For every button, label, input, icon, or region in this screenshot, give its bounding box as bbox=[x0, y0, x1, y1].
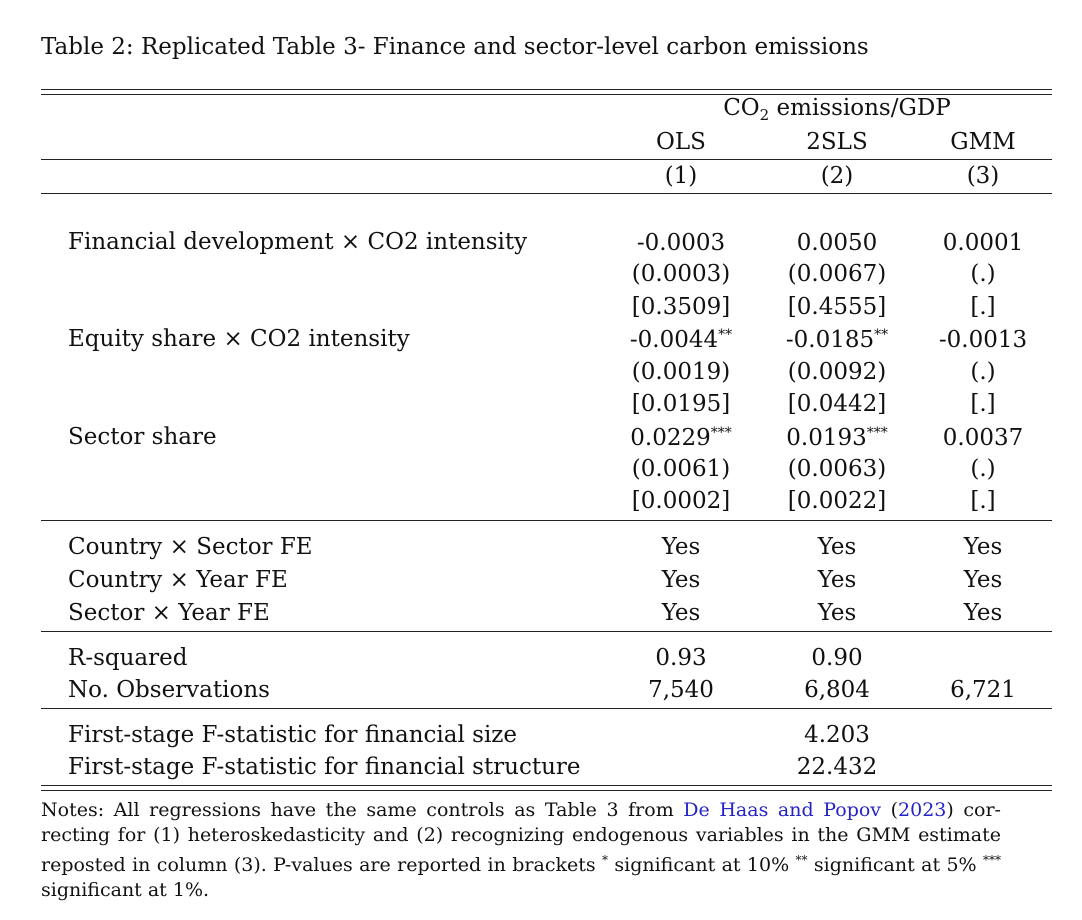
coef-value: 0.0193 bbox=[786, 425, 867, 451]
notes-text: significant at 1%. bbox=[41, 879, 210, 901]
coef-value: -0.0044 bbox=[629, 327, 719, 353]
notes-text: significant at 10% bbox=[608, 854, 796, 876]
p-value: [.] bbox=[970, 488, 996, 514]
p-value: [.] bbox=[970, 294, 996, 320]
notes-star: ** bbox=[795, 853, 808, 867]
coef-cell: 0.0037 bbox=[943, 426, 1023, 450]
coef-value: -0.0013 bbox=[938, 327, 1028, 353]
coef-value: -0.0003 bbox=[636, 230, 726, 256]
stat-label-observations: No. Observations bbox=[68, 677, 270, 703]
group-header-subscript: 2 bbox=[759, 106, 770, 124]
notes-text: Notes: All regressions have the same con… bbox=[41, 799, 684, 821]
coef-cell: 0.0229*** bbox=[630, 426, 731, 450]
column-number-3: (3) bbox=[966, 163, 1000, 189]
section-rule bbox=[41, 708, 1052, 709]
coef-value: 0.0050 bbox=[796, 230, 878, 256]
coef-cell: 0.0193*** bbox=[786, 426, 887, 450]
first-stage-value: 22.432 bbox=[796, 754, 878, 780]
citation-year-link[interactable]: 2023 bbox=[898, 799, 947, 821]
notes-text: ( bbox=[881, 799, 899, 821]
first-stage-value: 4.203 bbox=[804, 722, 870, 748]
fe-value: Yes bbox=[817, 567, 857, 593]
fe-value: Yes bbox=[817, 534, 857, 560]
fe-value: Yes bbox=[817, 600, 857, 626]
standard-error: (0.0067) bbox=[787, 261, 887, 287]
p-value: [0.0442] bbox=[787, 391, 887, 417]
group-header-suffix: emissions/GDP bbox=[769, 95, 951, 121]
coef-cell: -0.0044** bbox=[630, 328, 732, 352]
fe-value: Yes bbox=[661, 567, 701, 593]
p-value: [0.0022] bbox=[787, 488, 887, 514]
coef-cell: 0.0001 bbox=[943, 231, 1023, 255]
top-rule bbox=[41, 89, 1052, 90]
header-rule bbox=[41, 159, 1052, 160]
significance-stars: *** bbox=[866, 425, 888, 441]
standard-error: (0.0019) bbox=[631, 359, 731, 385]
column-number-1: (1) bbox=[664, 163, 698, 189]
first-stage-label: First-stage F-statistic for financial st… bbox=[68, 754, 581, 780]
fe-value: Yes bbox=[963, 534, 1003, 560]
fe-value: Yes bbox=[963, 567, 1003, 593]
fe-label: Sector × Year FE bbox=[68, 600, 270, 626]
coef-cell: -0.0185** bbox=[786, 328, 888, 352]
method-header-2sls: 2SLS bbox=[806, 129, 868, 155]
notes-star: *** bbox=[983, 853, 1001, 867]
p-value: [0.3509] bbox=[631, 294, 731, 320]
notes-text: significant at 5% bbox=[807, 854, 983, 876]
observations-value: 6,804 bbox=[804, 677, 870, 703]
citation-link[interactable]: De Haas and Popov bbox=[683, 799, 882, 821]
section-rule bbox=[41, 520, 1052, 521]
bottom-rule-second bbox=[41, 790, 1052, 791]
stat-label-r-squared: R-squared bbox=[68, 645, 188, 671]
observations-value: 6,721 bbox=[950, 677, 1016, 703]
p-value: [0.0195] bbox=[631, 391, 731, 417]
header-bottom-rule bbox=[41, 193, 1052, 194]
method-header-gmm: GMM bbox=[950, 129, 1016, 155]
coef-value: -0.0185 bbox=[785, 327, 875, 353]
fe-value: Yes bbox=[661, 600, 701, 626]
fe-value: Yes bbox=[963, 600, 1003, 626]
standard-error: (0.0061) bbox=[631, 456, 731, 482]
row-label-sector-share: Sector share bbox=[68, 424, 217, 450]
group-header-prefix: CO bbox=[723, 95, 760, 121]
significance-stars: ** bbox=[874, 327, 889, 343]
coef-cell: -0.0003 bbox=[637, 231, 725, 255]
standard-error: (0.0092) bbox=[787, 359, 887, 385]
group-header: CO2 emissions/GDP bbox=[723, 97, 951, 123]
r-squared-value: 0.90 bbox=[811, 645, 863, 671]
notes-text: ) cor-recting for (1) heteroskedasticity… bbox=[41, 799, 1001, 876]
standard-error: (0.0003) bbox=[631, 261, 731, 287]
significance-stars: ** bbox=[718, 327, 733, 343]
fe-label: Country × Year FE bbox=[68, 567, 288, 593]
table-caption: Table 2: Replicated Table 3- Finance and… bbox=[41, 34, 869, 60]
row-label-financial-development: Financial development × CO2 intensity bbox=[68, 229, 528, 255]
coef-value: 0.0037 bbox=[942, 425, 1024, 451]
fe-value: Yes bbox=[661, 534, 701, 560]
standard-error: (.) bbox=[970, 261, 996, 287]
first-stage-label: First-stage F-statistic for financial si… bbox=[68, 722, 518, 748]
section-rule bbox=[41, 631, 1052, 632]
coef-cell: -0.0013 bbox=[939, 328, 1027, 352]
column-number-2: (2) bbox=[820, 163, 854, 189]
p-value: [0.0002] bbox=[631, 488, 731, 514]
coef-value: 0.0001 bbox=[942, 230, 1024, 256]
fe-label: Country × Sector FE bbox=[68, 534, 313, 560]
method-header-ols: OLS bbox=[656, 129, 706, 155]
observations-value: 7,540 bbox=[648, 677, 714, 703]
significance-stars: *** bbox=[710, 425, 732, 441]
row-label-equity-share: Equity share × CO2 intensity bbox=[68, 326, 410, 352]
coef-value: 0.0229 bbox=[630, 425, 711, 451]
notes-star: * bbox=[602, 853, 608, 867]
r-squared-value: 0.93 bbox=[655, 645, 707, 671]
coef-cell: 0.0050 bbox=[797, 231, 877, 255]
table-notes: Notes: All regressions have the same con… bbox=[41, 798, 1001, 903]
standard-error: (.) bbox=[970, 456, 996, 482]
top-rule-second bbox=[41, 94, 1052, 95]
p-value: [0.4555] bbox=[787, 294, 887, 320]
bottom-rule bbox=[41, 785, 1052, 786]
standard-error: (0.0063) bbox=[787, 456, 887, 482]
p-value: [.] bbox=[970, 391, 996, 417]
standard-error: (.) bbox=[970, 359, 996, 385]
